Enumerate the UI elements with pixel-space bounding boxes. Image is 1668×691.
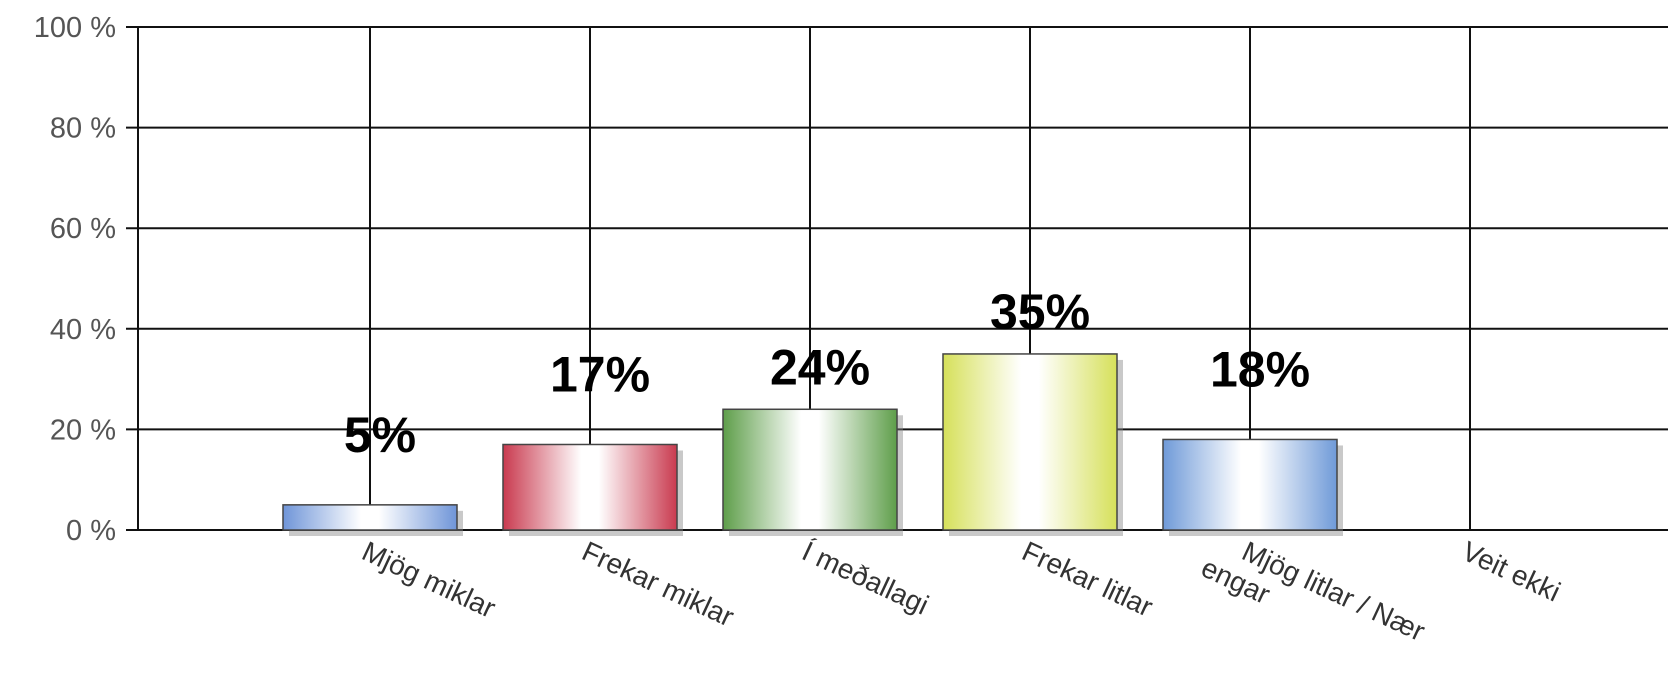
x-tick-label: Mjög miklar — [357, 535, 500, 624]
x-tick-label: Frekar litlar — [1017, 535, 1157, 622]
x-tick-label: Í meðallagi — [797, 535, 933, 620]
x-tick-label: Veit ekki — [1457, 535, 1565, 607]
bars — [282, 353, 1343, 536]
bar — [942, 353, 1118, 531]
x-tick-label: Frekar miklar — [577, 535, 738, 632]
y-tick-label: 20 % — [50, 414, 116, 446]
data-label: 5% — [344, 407, 416, 463]
data-label: 18% — [1210, 341, 1310, 397]
y-tick-label: 0 % — [66, 515, 116, 547]
bar — [502, 443, 678, 531]
data-label: 17% — [550, 346, 650, 402]
data-label: 24% — [770, 339, 870, 395]
y-tick-label: 100 % — [34, 12, 116, 44]
x-tick-label: Mjög litlar / Nærengar — [1197, 523, 1430, 676]
y-tick-label: 40 % — [50, 314, 116, 346]
y-tick-label: 80 % — [50, 113, 116, 145]
bar — [1162, 438, 1338, 531]
grid — [126, 26, 1668, 531]
data-labels: 5% 17% 24% 35% 18% — [344, 284, 1310, 463]
bar — [282, 504, 458, 531]
y-tick-label: 60 % — [50, 213, 116, 245]
data-label: 35% — [990, 284, 1090, 340]
bar — [722, 408, 898, 531]
